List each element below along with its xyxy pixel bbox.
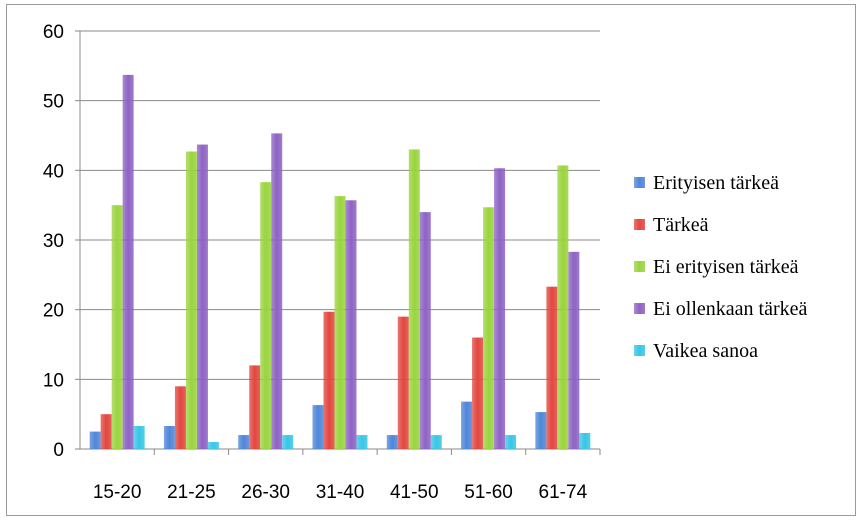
bar [546,286,558,449]
x-tick-label: 61-74 [539,482,588,503]
x-tick-label: 26-30 [241,482,290,503]
bar [386,435,398,449]
bar [472,337,484,449]
bar [260,182,272,449]
legend-label: Ei erityisen tärkeä [653,256,799,278]
bar [100,414,112,449]
bar [249,365,261,449]
legend-label: Vaikea sanoa [653,340,758,362]
y-tick-label: 10 [43,370,64,391]
bar [579,432,591,449]
bar [271,133,283,449]
x-tick-label: 51-60 [464,482,513,503]
legend-swatch [634,261,645,272]
legend-label: Ei ollenkaan tärkeä [653,298,807,320]
bar [196,144,208,449]
bar [356,435,368,449]
x-tick-label: 41-50 [390,482,439,503]
bar [494,168,506,449]
bar [345,200,357,449]
x-tick-label: 21-25 [167,482,216,503]
legend-swatch [634,219,645,230]
x-tick-label: 15-20 [93,482,142,503]
bar [535,412,547,449]
legend-label: Erityisen tärkeä [653,172,779,194]
legend-label: Tärkeä [653,214,709,236]
bar [238,435,250,449]
y-tick-label: 20 [43,301,64,322]
bar [557,165,569,449]
legend-swatch [634,345,645,356]
bar [312,405,324,449]
bar [461,401,473,449]
bar [163,426,175,449]
bar [419,212,431,449]
y-tick-label: 0 [53,440,64,461]
bar [133,426,145,449]
bar [334,196,346,449]
legend: Erityisen tärkeä Tärkeä Ei erityisen tärke… [634,172,807,362]
bar [282,435,294,449]
legend-swatch [634,177,645,188]
bar [408,149,420,449]
bar [568,251,580,449]
y-tick-label: 30 [43,231,64,252]
y-tick-label: 40 [43,161,64,182]
y-tick-label: 60 [43,22,64,43]
x-tick-label: 31-40 [316,482,365,503]
legend-swatch [634,303,645,314]
bar [111,205,123,449]
bar [185,151,197,450]
bar [122,74,134,449]
bar [323,311,335,449]
chart-frame [6,4,856,516]
bar [430,435,442,449]
bar [174,386,186,449]
bar [505,435,517,449]
y-tick-label: 50 [43,92,64,113]
bar [89,431,101,449]
bar [483,207,495,449]
bar [207,442,219,449]
bar [397,316,409,449]
